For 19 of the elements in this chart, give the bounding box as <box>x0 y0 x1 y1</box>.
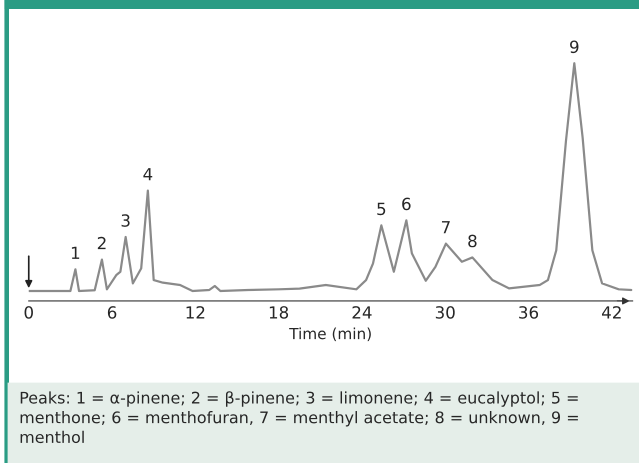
x-tick-label: 36 <box>519 306 538 319</box>
x-tick-label: 6 <box>108 306 116 319</box>
annotation: 8 <box>468 234 477 248</box>
annotation: 9 <box>570 40 578 54</box>
annotation: 5 <box>377 202 386 216</box>
x-tick-label: 12 <box>186 306 204 318</box>
annotation: 2 <box>98 236 106 250</box>
x-tick-label: 30 <box>436 306 455 319</box>
annotation: 3 <box>122 214 130 227</box>
x-tick-label: 0 <box>24 306 33 319</box>
annotation: 4 <box>143 168 152 180</box>
x-tick-label: 18 <box>270 306 288 319</box>
annotation: 1 <box>72 246 80 259</box>
text: Peaks: 1 = α-pinene; 2 = β-pinene; 3 = limonene; 4 = eucalyptol; 5 = menthone; 6 = menthofuran, 7 = menthyl acetate; 8 = unknown, 9 = menthol <box>20 391 578 444</box>
x-axis-title: Time (min) <box>289 327 371 342</box>
x-tick-label: 42 <box>602 306 621 318</box>
annotation: 6 <box>402 198 411 210</box>
annotation: 7 <box>442 221 450 234</box>
x-tick-label: 24 <box>352 306 372 318</box>
